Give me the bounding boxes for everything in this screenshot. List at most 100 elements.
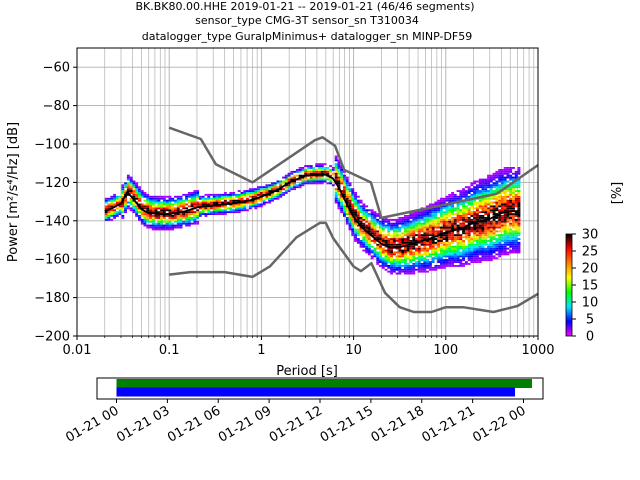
psd-cell (512, 167, 515, 169)
psd-cell (365, 224, 369, 227)
psd-cell (326, 170, 330, 173)
psd-cell (481, 215, 485, 217)
psd-cell (287, 190, 291, 192)
psd-cell (365, 247, 369, 250)
psd-cell (307, 165, 310, 167)
psd-cell (442, 218, 446, 221)
psd-cell (162, 228, 166, 231)
psd-cell (235, 205, 238, 208)
x-tick-label: 0.1 (159, 343, 180, 358)
psd-cell (348, 203, 352, 206)
psd-cell (434, 207, 438, 210)
psd-cell (151, 226, 155, 229)
psd-cell (157, 218, 161, 221)
psd-cell (428, 253, 432, 256)
psd-cell (492, 234, 496, 237)
psd-cell (431, 217, 435, 219)
psd-cell (406, 232, 410, 235)
psd-cell (157, 195, 161, 198)
psd-cell (434, 265, 438, 267)
psd-cell (459, 224, 463, 227)
psd-cell (487, 228, 490, 231)
psd-cell (509, 230, 513, 233)
psd-cell (129, 197, 133, 200)
psd-cell (476, 190, 479, 192)
psd-cell (384, 218, 388, 221)
psd-cell (138, 192, 141, 194)
psd-cell (343, 176, 346, 179)
psd-cell (462, 213, 465, 215)
psd-cell (509, 251, 513, 254)
psd-cell (381, 257, 385, 260)
psd-cell (440, 247, 443, 250)
psd-cell (431, 213, 435, 215)
psd-cell (440, 249, 443, 252)
psd-cell (201, 199, 205, 202)
psd-cell (417, 249, 421, 252)
psd-cell (345, 197, 349, 200)
psd-cell (196, 217, 200, 219)
psd-cell (492, 195, 496, 198)
psd-cell (390, 228, 393, 231)
psd-cell (398, 251, 402, 254)
psd-cell (207, 211, 211, 214)
psd-cell (456, 203, 460, 206)
psd-cell (138, 186, 141, 189)
psd-cell (196, 192, 200, 194)
psd-cell (348, 190, 352, 192)
psd-cell (498, 211, 502, 214)
psd-cell (470, 245, 474, 248)
noise-model-curves (168, 126, 539, 314)
psd-cell (398, 238, 402, 240)
psd-cell (138, 197, 141, 200)
time-tick-label: 01-21 21 (420, 403, 478, 445)
psd-cell (512, 222, 515, 225)
psd-cell (157, 211, 161, 214)
psd-cell (470, 255, 474, 258)
psd-cell (445, 240, 449, 242)
psd-cell (146, 209, 150, 212)
psd-cell (473, 249, 477, 252)
psd-cell (290, 188, 294, 191)
psd-cell (370, 222, 374, 225)
psd-cell (354, 236, 357, 239)
psd-cell (464, 193, 468, 196)
psd-cell (401, 261, 405, 263)
psd-cell (470, 193, 474, 196)
psd-cell (478, 203, 482, 206)
psd-cell (254, 188, 258, 191)
psd-cell (415, 217, 418, 219)
psd-cell (481, 245, 485, 248)
psd-cell (284, 188, 288, 191)
psd-cell (115, 211, 119, 214)
psd-cell (304, 169, 308, 171)
psd-cell (489, 178, 493, 181)
psd-cell (273, 182, 277, 185)
psd-cell (484, 251, 488, 254)
psd-cell (334, 188, 338, 191)
psd-cell (320, 176, 324, 179)
psd-cell (168, 218, 172, 221)
psd-cell (395, 228, 399, 231)
psd-cell (426, 261, 429, 263)
psd-cell (500, 178, 504, 181)
psd-cell (514, 234, 518, 237)
psd-cell (473, 247, 477, 250)
psd-cell (509, 176, 513, 179)
psd-cell (492, 224, 496, 227)
psd-cell (409, 253, 413, 256)
psd-cell (340, 199, 344, 202)
psd-cell (473, 253, 477, 256)
psd-cell (423, 247, 427, 250)
psd-cell (440, 266, 443, 269)
psd-cell (187, 201, 191, 204)
psd-cell (168, 226, 172, 229)
psd-cell (379, 249, 382, 252)
psd-cell (473, 259, 477, 262)
psd-cell (257, 192, 260, 194)
psd-cell (489, 238, 493, 240)
psd-cell (315, 172, 319, 175)
psd-cell (489, 180, 493, 183)
psd-cell (512, 232, 515, 235)
psd-cell (334, 199, 338, 202)
